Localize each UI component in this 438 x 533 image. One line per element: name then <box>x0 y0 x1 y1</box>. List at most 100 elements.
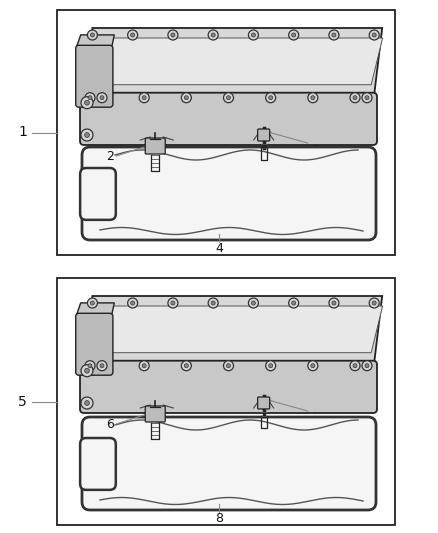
Text: 1: 1 <box>18 125 27 140</box>
FancyBboxPatch shape <box>82 417 376 510</box>
Circle shape <box>329 298 339 308</box>
Text: 6: 6 <box>106 417 114 431</box>
Circle shape <box>85 100 89 105</box>
FancyBboxPatch shape <box>80 93 377 145</box>
Circle shape <box>184 364 188 368</box>
Circle shape <box>181 361 191 370</box>
Bar <box>57 10 395 255</box>
Polygon shape <box>85 28 382 95</box>
Circle shape <box>362 93 372 103</box>
Circle shape <box>97 93 107 103</box>
Circle shape <box>171 301 175 305</box>
Text: 2: 2 <box>106 149 114 163</box>
Circle shape <box>350 93 360 103</box>
Polygon shape <box>77 303 114 314</box>
Text: 8: 8 <box>215 513 223 526</box>
Circle shape <box>81 129 93 141</box>
Circle shape <box>131 33 134 37</box>
Circle shape <box>292 301 296 305</box>
Circle shape <box>266 93 276 103</box>
Circle shape <box>85 368 89 373</box>
FancyBboxPatch shape <box>258 397 270 409</box>
Polygon shape <box>85 296 382 362</box>
Circle shape <box>131 301 134 305</box>
Circle shape <box>85 401 89 406</box>
Circle shape <box>369 298 379 308</box>
Circle shape <box>139 93 149 103</box>
Circle shape <box>268 364 273 368</box>
Text: 3: 3 <box>312 136 320 149</box>
Circle shape <box>85 93 95 103</box>
Circle shape <box>332 301 336 305</box>
Circle shape <box>311 96 315 100</box>
Circle shape <box>88 298 97 308</box>
Circle shape <box>142 96 146 100</box>
FancyBboxPatch shape <box>145 138 165 154</box>
FancyBboxPatch shape <box>80 438 116 490</box>
Text: 7: 7 <box>312 405 320 417</box>
Circle shape <box>365 364 369 368</box>
Polygon shape <box>95 38 383 85</box>
Circle shape <box>251 33 255 37</box>
Circle shape <box>365 96 369 100</box>
FancyBboxPatch shape <box>145 406 165 422</box>
Circle shape <box>208 298 218 308</box>
FancyBboxPatch shape <box>82 147 376 240</box>
FancyBboxPatch shape <box>80 168 116 220</box>
Circle shape <box>223 361 233 370</box>
Circle shape <box>268 96 273 100</box>
Circle shape <box>308 93 318 103</box>
FancyBboxPatch shape <box>80 361 377 413</box>
Circle shape <box>372 301 376 305</box>
Circle shape <box>226 364 230 368</box>
Polygon shape <box>95 306 383 353</box>
Circle shape <box>127 298 138 308</box>
Circle shape <box>171 33 175 37</box>
Circle shape <box>332 33 336 37</box>
Circle shape <box>308 361 318 370</box>
Circle shape <box>90 33 95 37</box>
Text: 5: 5 <box>18 394 27 408</box>
Circle shape <box>372 33 376 37</box>
Circle shape <box>97 361 107 370</box>
Circle shape <box>168 298 178 308</box>
FancyBboxPatch shape <box>76 45 113 107</box>
Circle shape <box>211 301 215 305</box>
Text: 4: 4 <box>215 243 223 255</box>
FancyBboxPatch shape <box>76 313 113 375</box>
Circle shape <box>226 96 230 100</box>
Circle shape <box>350 361 360 370</box>
Circle shape <box>211 33 215 37</box>
Circle shape <box>181 93 191 103</box>
Circle shape <box>85 133 89 138</box>
Circle shape <box>139 361 149 370</box>
Bar <box>57 278 395 525</box>
Circle shape <box>90 301 95 305</box>
Circle shape <box>362 361 372 370</box>
Circle shape <box>223 93 233 103</box>
Circle shape <box>100 96 104 100</box>
Polygon shape <box>77 35 114 46</box>
Circle shape <box>85 361 95 370</box>
Circle shape <box>369 30 379 40</box>
Circle shape <box>100 364 104 368</box>
Circle shape <box>88 30 97 40</box>
Circle shape <box>266 361 276 370</box>
Circle shape <box>88 364 92 368</box>
Circle shape <box>329 30 339 40</box>
Circle shape <box>208 30 218 40</box>
Circle shape <box>81 365 93 377</box>
Circle shape <box>168 30 178 40</box>
Circle shape <box>127 30 138 40</box>
Circle shape <box>311 364 315 368</box>
Circle shape <box>81 96 93 109</box>
Circle shape <box>292 33 296 37</box>
Circle shape <box>289 298 299 308</box>
Circle shape <box>353 96 357 100</box>
Circle shape <box>353 364 357 368</box>
Circle shape <box>251 301 255 305</box>
Circle shape <box>142 364 146 368</box>
FancyBboxPatch shape <box>258 129 270 141</box>
Circle shape <box>81 397 93 409</box>
Circle shape <box>289 30 299 40</box>
